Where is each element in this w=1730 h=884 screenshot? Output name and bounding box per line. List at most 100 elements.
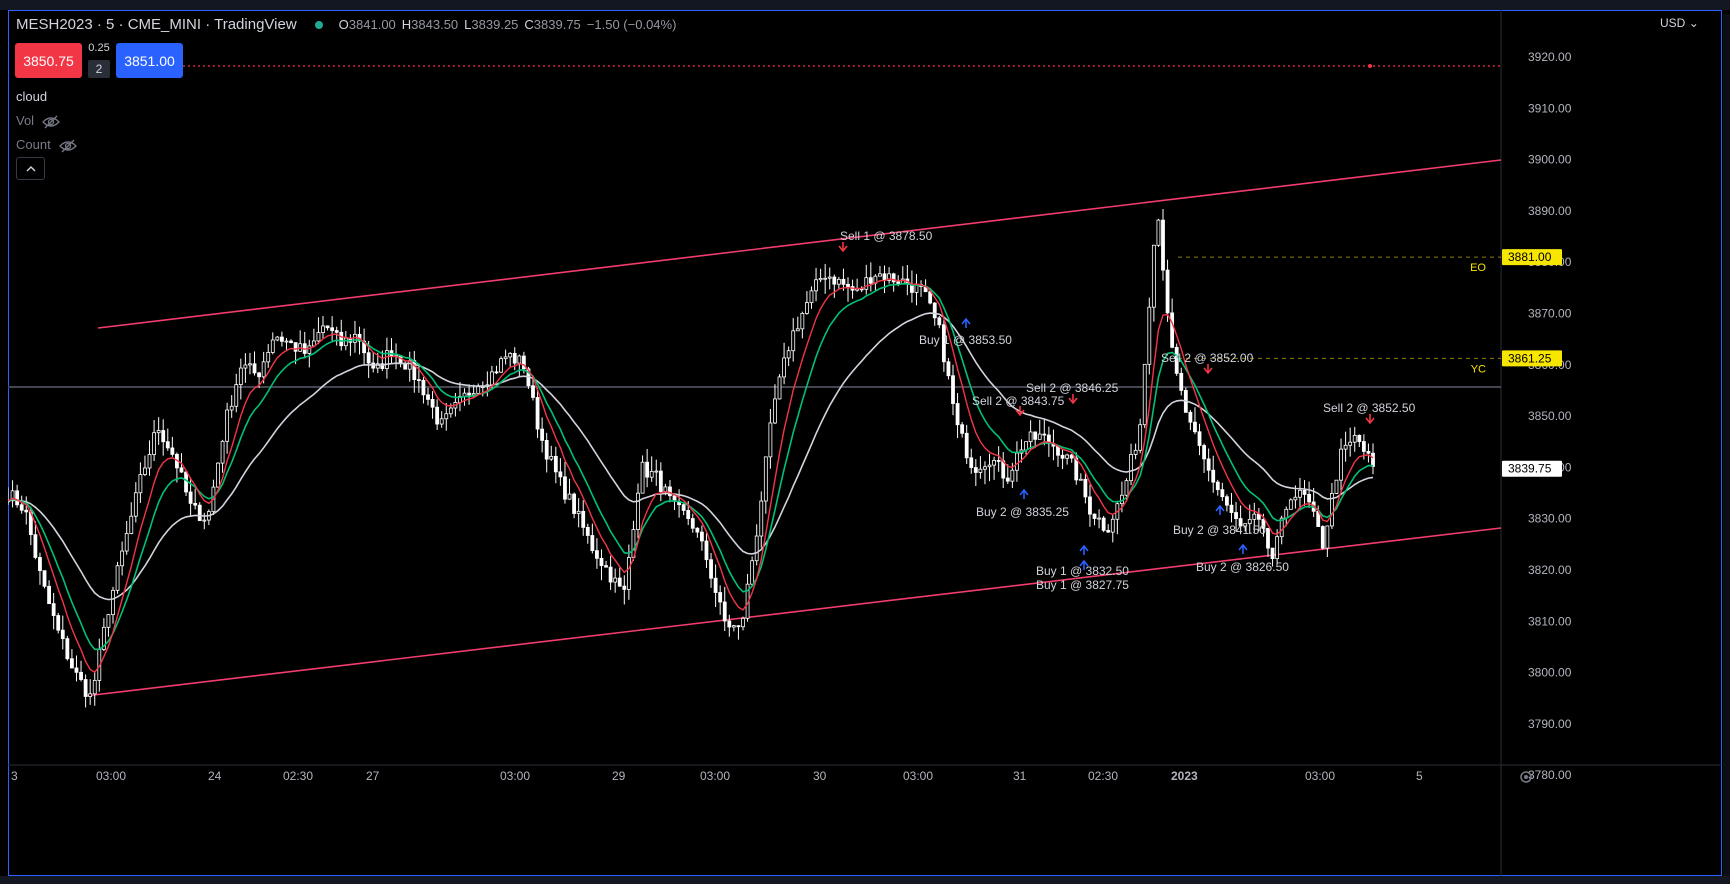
level-tag: EO [1470,262,1486,274]
candle [1147,306,1152,365]
candle [421,379,426,396]
candle [467,392,471,396]
quantity-field[interactable]: 2 [88,60,110,78]
candle [101,626,106,650]
price-tick-label: 3850.00 [1528,409,1572,423]
sell-arrow-icon [838,242,848,253]
candle [512,353,517,364]
candle [517,355,522,364]
candle [70,658,74,669]
candle [138,474,143,494]
trade-annotation: Buy 2 @ 3835.25 [976,505,1069,519]
candle [964,432,969,459]
candle [1361,441,1366,452]
candle [759,500,764,537]
time-axis: 3 03:00 24 02:30 27 03:00 29 03:00 30 03:00 31 02:3… [11,769,1532,783]
candle [704,540,709,561]
candle [1179,372,1184,391]
candle [754,535,759,562]
candle [613,577,618,583]
indicator-cloud[interactable]: cloud [16,89,47,104]
candle [686,510,691,519]
candle [868,277,873,284]
candle [636,492,640,530]
candle [768,422,773,458]
time-tick-label: 02:30 [1088,769,1118,783]
candle [841,278,846,285]
candle [439,418,444,425]
candle [403,363,408,370]
candle [809,290,814,304]
currency-selector[interactable]: USD ⌄ [1660,16,1699,30]
candle [74,667,79,673]
hidden-eye-icon[interactable] [58,139,77,153]
price-tick-label: 3910.00 [1528,101,1572,115]
candle [681,504,686,511]
candle [736,625,741,628]
candle [280,336,284,342]
candle [1074,457,1079,481]
sell-button[interactable]: 3850.75 [15,43,82,78]
high-value: 3843.50 [411,17,459,32]
candle [864,277,869,290]
candle [558,471,563,478]
candle [1234,512,1238,519]
price-tick-label: 3800.00 [1528,666,1572,680]
trade-annotation: Buy 2 @ 3841.50 [1173,523,1266,537]
candle [1339,448,1343,481]
candle [1042,433,1047,436]
candle [1330,493,1334,527]
candle [1083,478,1088,498]
candle [19,504,24,511]
candle [741,617,745,628]
candle [47,585,51,605]
candle [220,440,225,464]
candle [1348,441,1353,446]
trade-marks: Sell 1 @ 3878.50 Buy 1 @ 3853.50 Sell 2 @ … [838,229,1416,592]
indicator-count[interactable]: Count [16,137,77,153]
candle [604,565,608,568]
candle [540,428,545,441]
price-tick-label: 3790.00 [1528,717,1572,731]
candle [1261,518,1266,529]
candle [266,352,271,363]
candle [1092,513,1097,519]
candle [1266,527,1270,549]
indicator-vol[interactable]: Vol [16,113,60,129]
candle [202,519,207,522]
candle [690,518,695,529]
candle [343,337,348,347]
candle [581,510,586,528]
candle [307,345,312,354]
time-tick-label: 2023 [1171,769,1198,783]
candle [1325,525,1330,549]
collapse-legend-button[interactable] [16,157,45,180]
chart-grid [8,10,1722,876]
time-tick-label: 03:00 [500,769,530,783]
candle [270,339,275,353]
indicator-cloud-label: cloud [16,89,48,104]
market-status-icon [314,20,323,29]
candle [951,375,955,404]
time-tick-label: 3 [11,769,18,783]
chart-canvas[interactable]: Sell 1 @ 3878.50 Buy 1 @ 3853.50 Sell 2 @ … [8,10,1722,876]
candle [106,614,111,628]
hidden-eye-icon[interactable] [42,115,60,129]
candle [818,278,823,281]
candle [184,471,188,493]
candle [521,355,526,370]
candle [416,379,421,382]
time-tick-label: 30 [813,769,827,783]
candle [1097,517,1101,520]
candle [471,393,476,396]
candle [499,358,503,373]
buy-button[interactable]: 3851.00 [116,43,183,78]
candle [932,302,937,319]
candle [1060,454,1065,459]
candle [275,336,280,341]
currency-label: USD [1660,16,1686,30]
spread-value: 0.25 [88,42,110,54]
candle [969,457,974,468]
price-label-text: 3861.25 [1508,351,1552,365]
candle [147,454,152,469]
